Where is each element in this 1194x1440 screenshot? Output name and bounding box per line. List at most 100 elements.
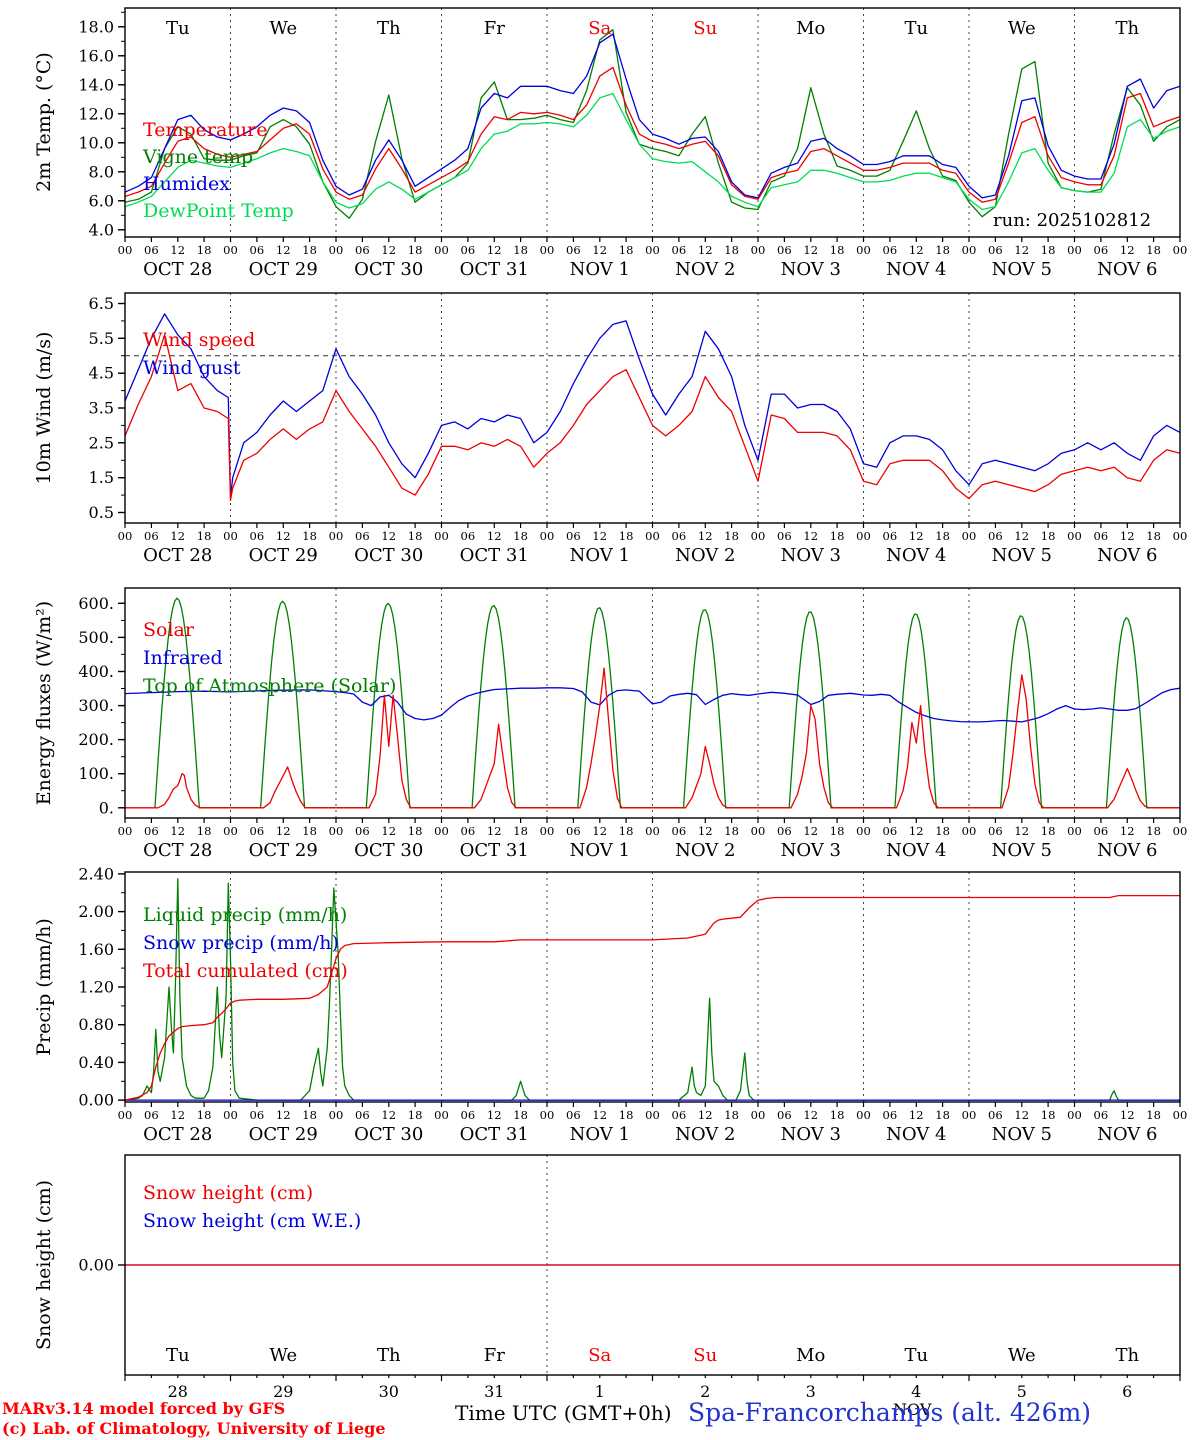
svg-text:00: 00 <box>118 529 133 543</box>
svg-text:NOV 1: NOV 1 <box>570 259 630 280</box>
svg-text:00: 00 <box>962 824 977 838</box>
svg-text:6.0: 6.0 <box>89 191 114 210</box>
svg-text:12: 12 <box>381 529 396 543</box>
svg-text:12: 12 <box>909 243 924 257</box>
svg-text:NOV 6: NOV 6 <box>1097 259 1157 280</box>
svg-text:OCT 28: OCT 28 <box>143 1124 212 1145</box>
legend-humidex: Humidex <box>143 173 231 195</box>
svg-text:Tu: Tu <box>166 18 190 39</box>
svg-text:Th: Th <box>377 1345 401 1366</box>
legend-toa-solar: Top of Atmosphere (Solar) <box>143 675 397 697</box>
copyright-credit-line: (c) Lab. of Climatology, University of L… <box>2 1419 386 1438</box>
svg-text:18: 18 <box>302 243 317 257</box>
svg-text:1.5: 1.5 <box>89 468 114 487</box>
svg-text:NOV 5: NOV 5 <box>992 840 1052 861</box>
svg-text:6.5: 6.5 <box>89 294 114 313</box>
svg-text:06: 06 <box>250 824 265 838</box>
legend-liquid-precip: Liquid precip (mm/h) <box>143 904 348 926</box>
svg-text:NOV 4: NOV 4 <box>886 840 946 861</box>
svg-text:18: 18 <box>830 243 845 257</box>
svg-text:18: 18 <box>197 243 212 257</box>
svg-text:NOV 2: NOV 2 <box>675 840 735 861</box>
svg-text:00: 00 <box>856 529 871 543</box>
svg-text:00: 00 <box>751 824 766 838</box>
legend-vigne-temp: Vigne temp <box>143 146 254 168</box>
svg-text:18: 18 <box>1041 1108 1056 1122</box>
svg-text:OCT 31: OCT 31 <box>460 840 529 861</box>
svg-text:12: 12 <box>170 529 185 543</box>
svg-text:We: We <box>269 1345 297 1366</box>
x-axis-title: Time UTC (GMT+0h) <box>455 1401 672 1425</box>
svg-text:06: 06 <box>566 1108 581 1122</box>
svg-text:00: 00 <box>223 243 238 257</box>
svg-text:00: 00 <box>118 1108 133 1122</box>
svg-text:06: 06 <box>672 824 687 838</box>
legend-wind-speed: Wind speed <box>143 329 256 351</box>
svg-text:00: 00 <box>540 824 555 838</box>
svg-text:06: 06 <box>355 824 370 838</box>
svg-text:NOV 4: NOV 4 <box>886 259 946 280</box>
svg-text:12: 12 <box>803 824 818 838</box>
svg-text:12: 12 <box>1014 529 1029 543</box>
svg-text:00: 00 <box>856 1108 871 1122</box>
svg-text:00: 00 <box>751 529 766 543</box>
svg-text:12: 12 <box>909 824 924 838</box>
svg-text:12: 12 <box>487 1108 502 1122</box>
svg-text:500.: 500. <box>78 628 114 647</box>
svg-text:18: 18 <box>197 824 212 838</box>
svg-text:NOV 2: NOV 2 <box>675 545 735 566</box>
svg-text:06: 06 <box>355 529 370 543</box>
svg-text:18: 18 <box>619 243 634 257</box>
svg-text:200.: 200. <box>78 730 114 749</box>
svg-text:06: 06 <box>777 1108 792 1122</box>
svg-text:18: 18 <box>513 824 528 838</box>
svg-text:Sa: Sa <box>588 18 611 39</box>
svg-text:12: 12 <box>592 1108 607 1122</box>
svg-text:OCT 29: OCT 29 <box>249 545 318 566</box>
svg-text:00: 00 <box>1067 529 1082 543</box>
svg-text:06: 06 <box>144 243 159 257</box>
svg-text:00: 00 <box>434 243 449 257</box>
svg-text:06: 06 <box>461 1108 476 1122</box>
svg-text:18: 18 <box>1146 1108 1161 1122</box>
svg-text:Fr: Fr <box>484 18 505 39</box>
svg-text:12: 12 <box>592 824 607 838</box>
svg-text:00: 00 <box>1173 1108 1188 1122</box>
svg-text:00: 00 <box>118 243 133 257</box>
svg-text:12: 12 <box>276 1108 291 1122</box>
svg-text:OCT 29: OCT 29 <box>249 1124 318 1145</box>
svg-text:4.5: 4.5 <box>89 364 114 383</box>
y-axis-label-energy: Energy fluxes (W/m²) <box>33 600 55 806</box>
series-solar <box>125 667 1180 809</box>
series-vigne-temp <box>124 29 1181 219</box>
svg-text:10.0: 10.0 <box>78 133 114 152</box>
svg-text:00: 00 <box>856 243 871 257</box>
series-wind-gust <box>124 313 1181 498</box>
svg-text:12: 12 <box>381 243 396 257</box>
svg-text:00: 00 <box>645 243 660 257</box>
svg-text:06: 06 <box>988 824 1003 838</box>
svg-text:We: We <box>1008 1345 1036 1366</box>
svg-text:18: 18 <box>830 529 845 543</box>
svg-text:00: 00 <box>1173 824 1188 838</box>
svg-text:28: 28 <box>168 1382 188 1401</box>
svg-text:12: 12 <box>909 529 924 543</box>
svg-text:31: 31 <box>484 1382 504 1401</box>
svg-text:06: 06 <box>883 243 898 257</box>
svg-text:14.0: 14.0 <box>78 75 114 94</box>
svg-text:400.: 400. <box>78 662 114 681</box>
svg-text:06: 06 <box>988 243 1003 257</box>
svg-text:18: 18 <box>408 1108 423 1122</box>
legend-snow-height: Snow height (cm) <box>143 1182 314 1204</box>
svg-text:NOV 3: NOV 3 <box>781 545 841 566</box>
svg-text:12: 12 <box>1014 243 1029 257</box>
svg-text:06: 06 <box>672 529 687 543</box>
svg-text:06: 06 <box>988 1108 1003 1122</box>
svg-text:12: 12 <box>381 1108 396 1122</box>
svg-text:Su: Su <box>693 18 717 39</box>
svg-text:OCT 31: OCT 31 <box>460 259 529 280</box>
svg-text:18: 18 <box>408 529 423 543</box>
svg-text:00: 00 <box>645 824 660 838</box>
svg-text:18: 18 <box>1041 243 1056 257</box>
